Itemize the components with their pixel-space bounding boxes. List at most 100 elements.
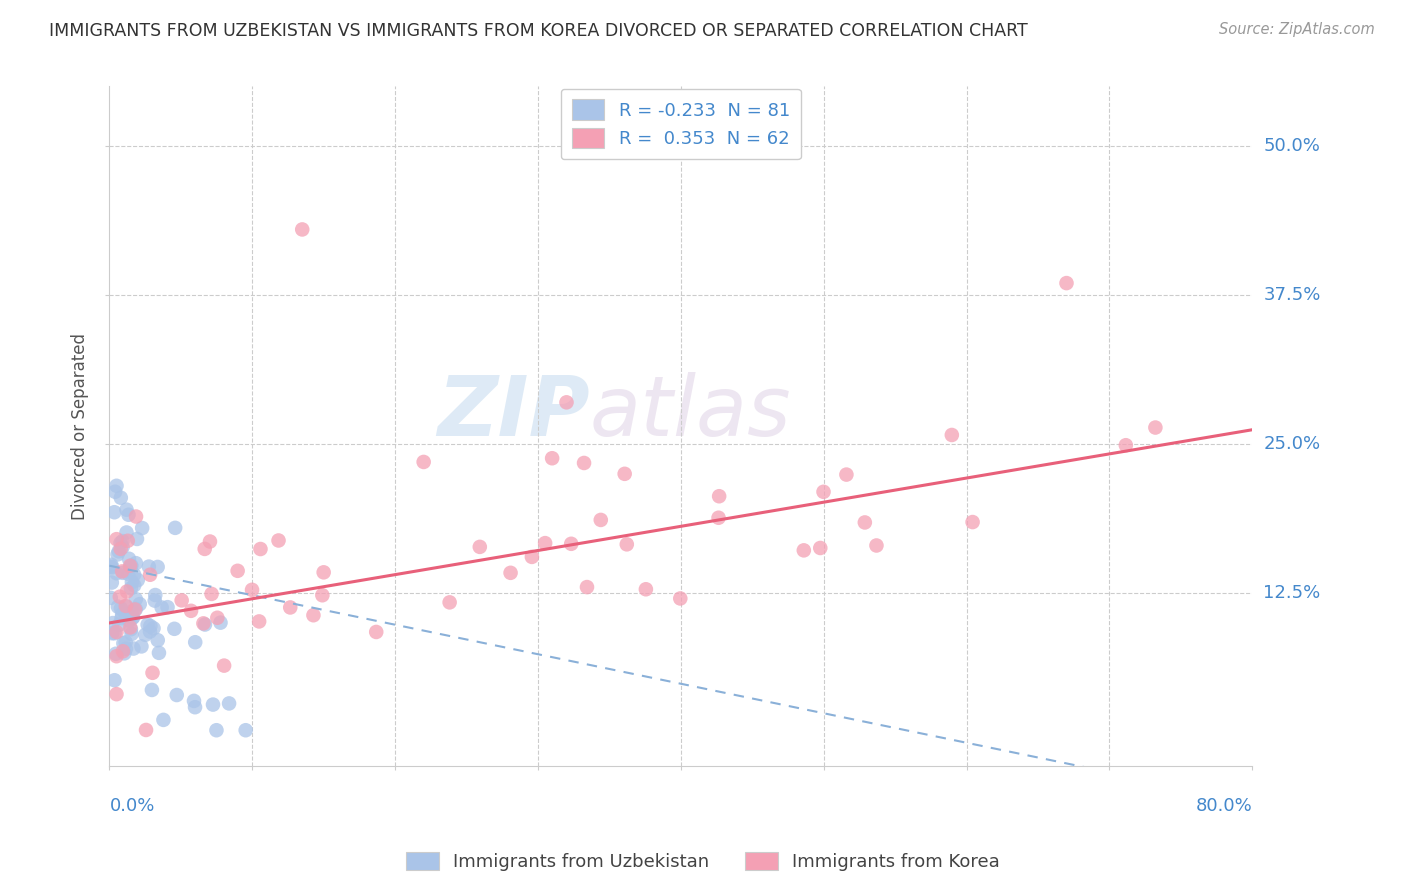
Point	[212, 658, 235, 673]
Point	[1056, 276, 1078, 290]
Point	[468, 540, 491, 554]
Point	[141, 682, 163, 697]
Point	[150, 600, 173, 615]
Text: 37.5%: 37.5%	[1264, 286, 1320, 304]
Point	[170, 593, 193, 607]
Point	[108, 618, 131, 632]
Point	[1144, 420, 1167, 434]
Point	[111, 540, 134, 554]
Point	[127, 573, 149, 587]
Point	[104, 626, 127, 640]
Point	[205, 723, 228, 738]
Point	[107, 544, 129, 558]
Point	[226, 564, 249, 578]
Point	[103, 505, 125, 519]
Point	[136, 617, 159, 632]
Point	[247, 615, 270, 629]
Point	[111, 566, 134, 580]
Point	[100, 558, 122, 572]
Point	[120, 558, 142, 573]
Point	[198, 534, 221, 549]
Point	[120, 622, 142, 636]
Point	[118, 560, 141, 574]
Point	[412, 455, 434, 469]
Point	[941, 428, 963, 442]
Point	[105, 479, 128, 493]
Point	[101, 626, 124, 640]
Point	[156, 600, 179, 615]
Point	[105, 625, 128, 640]
Point	[534, 536, 557, 550]
Point	[200, 587, 222, 601]
Point	[111, 534, 134, 549]
Point	[120, 582, 142, 596]
Point	[121, 574, 143, 589]
Point	[112, 646, 135, 660]
Point	[110, 611, 132, 625]
Point	[125, 592, 148, 607]
Point	[180, 604, 202, 618]
Point	[122, 578, 145, 592]
Point	[114, 606, 136, 620]
Point	[139, 624, 162, 639]
Point	[125, 532, 148, 546]
Point	[115, 502, 138, 516]
Point	[108, 590, 131, 604]
Point	[110, 491, 132, 505]
Legend: R = -0.233  N = 81, R =  0.353  N = 62: R = -0.233 N = 81, R = 0.353 N = 62	[561, 88, 801, 159]
Point	[141, 665, 163, 680]
Text: 0.0%: 0.0%	[110, 797, 155, 814]
Point	[104, 484, 127, 499]
Point	[793, 543, 815, 558]
Point	[131, 521, 153, 535]
Point	[138, 559, 160, 574]
Point	[125, 509, 148, 524]
Point	[120, 558, 142, 573]
Point	[520, 549, 543, 564]
Point	[131, 640, 153, 654]
Point	[118, 614, 141, 628]
Point	[101, 560, 124, 574]
Point	[148, 646, 170, 660]
Point	[193, 616, 215, 631]
Text: 50.0%: 50.0%	[1264, 137, 1320, 155]
Text: 12.5%: 12.5%	[1264, 584, 1320, 602]
Point	[707, 489, 730, 503]
Point	[105, 566, 128, 581]
Point	[249, 541, 271, 556]
Point	[616, 537, 638, 551]
Point	[267, 533, 290, 548]
Point	[194, 617, 217, 632]
Point	[808, 541, 831, 555]
Point	[291, 222, 314, 236]
Point	[105, 687, 128, 701]
Point	[115, 525, 138, 540]
Point	[201, 698, 224, 712]
Point	[134, 628, 156, 642]
Point	[589, 513, 612, 527]
Point	[278, 600, 301, 615]
Text: 80.0%: 80.0%	[1195, 797, 1253, 814]
Point	[613, 467, 636, 481]
Point	[111, 644, 134, 658]
Point	[572, 456, 595, 470]
Point	[122, 610, 145, 624]
Point	[110, 601, 132, 615]
Point	[120, 620, 142, 634]
Point	[634, 582, 657, 597]
Point	[117, 566, 139, 581]
Point	[121, 611, 143, 625]
Point	[835, 467, 858, 482]
Point	[135, 723, 157, 737]
Point	[122, 567, 145, 582]
Point	[165, 521, 187, 535]
Point	[118, 551, 141, 566]
Point	[115, 599, 138, 614]
Point	[100, 591, 122, 605]
Text: ZIP: ZIP	[437, 372, 589, 453]
Y-axis label: Divorced or Separated: Divorced or Separated	[72, 333, 89, 520]
Text: Source: ZipAtlas.com: Source: ZipAtlas.com	[1219, 22, 1375, 37]
Point	[209, 615, 232, 630]
Point	[105, 649, 128, 664]
Point	[107, 599, 129, 614]
